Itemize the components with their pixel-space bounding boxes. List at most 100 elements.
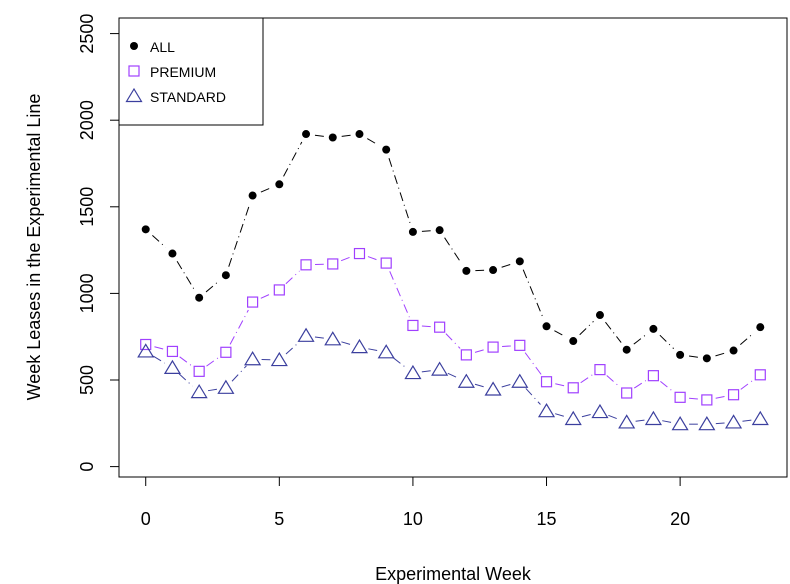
series-line-segment	[176, 261, 195, 291]
data-point	[353, 247, 366, 260]
data-point	[168, 249, 177, 258]
y-tick-label: 2500	[77, 14, 97, 54]
series-line-segment	[421, 230, 431, 232]
data-point	[484, 381, 502, 396]
data-point	[302, 130, 311, 139]
data-point	[435, 226, 444, 235]
series-line-segment	[740, 379, 754, 390]
series-line-segment	[525, 388, 541, 405]
data-point	[591, 403, 609, 419]
data-point	[327, 258, 339, 270]
data-point	[542, 322, 551, 331]
series-line-segment	[341, 134, 351, 137]
data-point	[514, 339, 526, 351]
series-line-segment	[444, 237, 462, 264]
data-point	[328, 133, 337, 142]
data-point	[674, 391, 686, 403]
series-line-segment	[633, 380, 647, 389]
data-point	[407, 319, 419, 332]
series-line-segment	[555, 383, 565, 387]
series-line-segment	[153, 355, 166, 364]
data-point	[275, 180, 284, 189]
data-point	[622, 345, 631, 354]
series-line-segment	[207, 388, 218, 392]
data-point	[141, 225, 150, 234]
series-line-segment	[688, 355, 698, 358]
data-point	[564, 410, 582, 426]
series-line-segment	[314, 336, 324, 339]
data-point	[324, 331, 342, 346]
series-line-segment	[524, 352, 542, 375]
series-line-segment	[715, 422, 725, 425]
data-point	[270, 351, 288, 367]
series-line-segment	[445, 333, 461, 349]
legend-marker	[128, 65, 140, 77]
series-line-segment	[229, 309, 249, 345]
data-point	[515, 257, 524, 266]
series-line-segment	[606, 375, 621, 388]
series-line-segment	[421, 325, 431, 328]
series-line-segment	[742, 419, 752, 422]
y-tick-label: 0	[77, 462, 97, 472]
series-line-segment	[205, 280, 220, 293]
series-line-segment	[368, 348, 378, 352]
data-point	[649, 324, 658, 333]
data-point	[702, 354, 711, 363]
legend-label: ALL	[150, 39, 175, 55]
data-point	[217, 379, 235, 394]
y-tick-label: 1500	[77, 187, 97, 227]
data-point	[140, 338, 152, 351]
data-point	[618, 414, 636, 429]
series-line-segment	[178, 373, 193, 387]
data-point	[594, 364, 606, 376]
data-point	[725, 414, 743, 429]
series-line-segment	[605, 321, 622, 343]
data-point	[462, 266, 471, 275]
data-point	[457, 373, 475, 388]
y-axis-label: Week Leases in the Experimental Line	[24, 94, 44, 401]
data-point	[297, 327, 315, 342]
data-point	[244, 351, 262, 366]
series-markers	[137, 130, 769, 431]
data-point	[511, 373, 529, 388]
data-point	[404, 364, 422, 380]
series-line-segment	[581, 413, 592, 418]
legend-marker	[125, 87, 143, 103]
series-line-segment	[314, 134, 324, 137]
data-point	[248, 191, 257, 200]
series-line-segment	[659, 334, 675, 349]
series-line-segment	[579, 320, 594, 336]
data-point	[193, 365, 205, 377]
series-line-segment	[501, 263, 512, 268]
data-point	[377, 344, 395, 359]
series-line-segment	[715, 352, 726, 357]
series-line-segment	[285, 341, 300, 355]
data-point	[163, 359, 181, 374]
data-point	[540, 376, 553, 388]
series-line-segment	[633, 334, 647, 345]
series-line-segment	[502, 345, 511, 348]
series-line-segment	[392, 357, 407, 368]
series-line-segment	[660, 380, 674, 393]
series-line-segment	[389, 271, 410, 318]
legend-label: PREMIUM	[150, 64, 216, 80]
series-line-segment	[206, 357, 219, 367]
series-line-segment	[608, 414, 619, 420]
data-point	[380, 257, 392, 269]
series-line-segment	[340, 256, 352, 262]
data-point	[489, 266, 498, 275]
x-tick-label: 0	[141, 509, 151, 529]
series-line-segment	[179, 356, 193, 367]
series-line-segment	[554, 330, 566, 338]
series-line-segment	[388, 158, 411, 224]
series-line-segment	[522, 269, 544, 319]
series-line-segment	[740, 332, 754, 346]
x-tick-label: 20	[670, 509, 690, 529]
series-line-segment	[231, 365, 247, 382]
x-tick-label: 15	[537, 509, 557, 529]
data-point	[431, 361, 449, 376]
data-point	[195, 293, 204, 302]
x-tick-label: 10	[403, 509, 423, 529]
series-line-segment	[260, 293, 272, 299]
legend-marker	[130, 42, 138, 50]
